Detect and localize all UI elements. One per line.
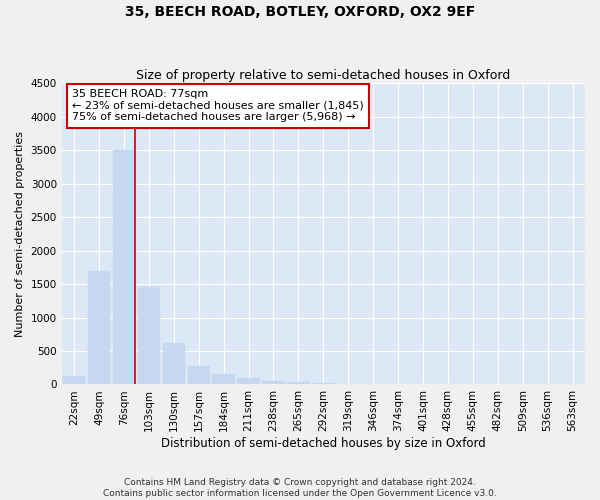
Text: Contains HM Land Registry data © Crown copyright and database right 2024.
Contai: Contains HM Land Registry data © Crown c…: [103, 478, 497, 498]
X-axis label: Distribution of semi-detached houses by size in Oxford: Distribution of semi-detached houses by …: [161, 437, 486, 450]
Text: 35 BEECH ROAD: 77sqm
← 23% of semi-detached houses are smaller (1,845)
75% of se: 35 BEECH ROAD: 77sqm ← 23% of semi-detac…: [72, 89, 364, 122]
Bar: [88, 270, 110, 384]
Bar: [287, 382, 310, 384]
Text: 35, BEECH ROAD, BOTLEY, OXFORD, OX2 9EF: 35, BEECH ROAD, BOTLEY, OXFORD, OX2 9EF: [125, 5, 475, 19]
Bar: [262, 381, 285, 384]
Title: Size of property relative to semi-detached houses in Oxford: Size of property relative to semi-detach…: [136, 69, 511, 82]
Bar: [188, 366, 210, 384]
Bar: [212, 374, 235, 384]
Y-axis label: Number of semi-detached properties: Number of semi-detached properties: [15, 131, 25, 337]
Bar: [238, 378, 260, 384]
Bar: [113, 150, 135, 384]
Bar: [63, 376, 85, 384]
Bar: [163, 343, 185, 384]
Bar: [312, 383, 335, 384]
Bar: [137, 288, 160, 384]
